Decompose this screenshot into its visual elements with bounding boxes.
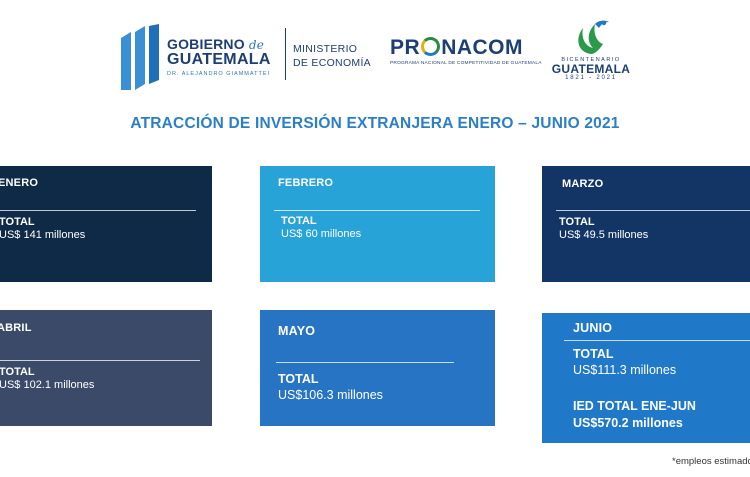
month-label: MAYO <box>278 324 316 338</box>
card-divider <box>276 362 454 363</box>
president-name: DR. ALEJANDRO GIAMMATTEI <box>167 71 271 77</box>
pronacom-o-icon <box>421 37 441 56</box>
ied-total-label: IED TOTAL ENE-JUN <box>573 399 696 413</box>
total-label: TOTAL <box>573 347 614 361</box>
card-divider <box>556 210 750 211</box>
total-value: US$ 49.5 millones <box>559 229 649 241</box>
total-value: US$ 60 millones <box>281 228 362 240</box>
page-title: ATRACCIÓN DE INVERSIÓN EXTRANJERA ENERO … <box>130 115 620 132</box>
pronacom-post: NACOM <box>441 36 524 59</box>
card-junio: JUNIO TOTAL US$111.3 millones IED TOTAL … <box>542 313 750 443</box>
total-label: TOTAL <box>0 366 35 378</box>
ministerio-line1: MINISTERIO <box>293 43 358 55</box>
total-label: TOTAL <box>281 215 317 227</box>
card-divider <box>0 360 200 361</box>
card-divider <box>0 210 196 211</box>
ied-total-value: US$570.2 millones <box>573 416 683 430</box>
total-label: TOTAL <box>559 216 595 228</box>
card-febrero: FEBRERO TOTAL US$ 60 millones <box>260 166 495 282</box>
guatemala-text: GUATEMALA <box>167 51 271 68</box>
month-label: ENERO <box>0 177 39 189</box>
pronacom-subtitle: PROGRAMA NACIONAL DE COMPETITIVIDAD DE G… <box>390 61 542 66</box>
total-value: US$ 102.1 millones <box>0 379 95 391</box>
quetzal-icon <box>578 20 609 54</box>
pronacom-logo: PR NACOM PROGRAMA NACIONAL DE COMPETITIVI… <box>390 36 542 76</box>
month-label: MARZO <box>562 178 604 190</box>
card-divider <box>564 340 750 341</box>
ministerio-economia-logo: MINISTERIO DE ECONOMÍA <box>293 42 371 70</box>
card-mayo: MAYO TOTAL US$106.3 millones <box>260 310 495 426</box>
guatemala-bars-icon <box>121 24 159 90</box>
header-divider <box>285 28 286 80</box>
total-label: TOTAL <box>0 216 35 228</box>
card-abril: ABRIL TOTAL US$ 102.1 millones <box>0 310 212 426</box>
total-label: TOTAL <box>278 372 319 386</box>
bicentenario-years: 1821 - 2021 <box>565 75 617 81</box>
gobierno-guatemala-logo: GOBIERNO de GUATEMALA DR. ALEJANDRO GIAM… <box>121 22 286 90</box>
footnote: *empleos estimados <box>672 456 750 467</box>
de-text: de <box>248 38 265 52</box>
total-value: US$ 141 millones <box>0 229 86 241</box>
total-value: US$111.3 millones <box>573 363 677 377</box>
card-divider <box>274 210 480 211</box>
gobierno-text: GOBIERNO <box>167 36 245 52</box>
bicentenario-text: BICENTENARIO <box>561 57 621 63</box>
card-marzo: MARZO TOTAL US$ 49.5 millones <box>542 166 750 282</box>
card-enero: ENERO TOTAL US$ 141 millones <box>0 166 212 282</box>
total-value: US$106.3 millones <box>278 388 383 402</box>
month-label: FEBRERO <box>278 177 334 189</box>
month-label: ABRIL <box>0 322 32 334</box>
pronacom-pre: PR <box>390 36 421 59</box>
month-label: JUNIO <box>573 321 613 335</box>
ministerio-line2: DE ECONOMÍA <box>293 57 371 69</box>
bicentenario-logo: BICENTENARIO GUATEMALA 1821 - 2021 <box>546 18 636 94</box>
bicentenario-guatemala: GUATEMALA <box>551 62 631 76</box>
